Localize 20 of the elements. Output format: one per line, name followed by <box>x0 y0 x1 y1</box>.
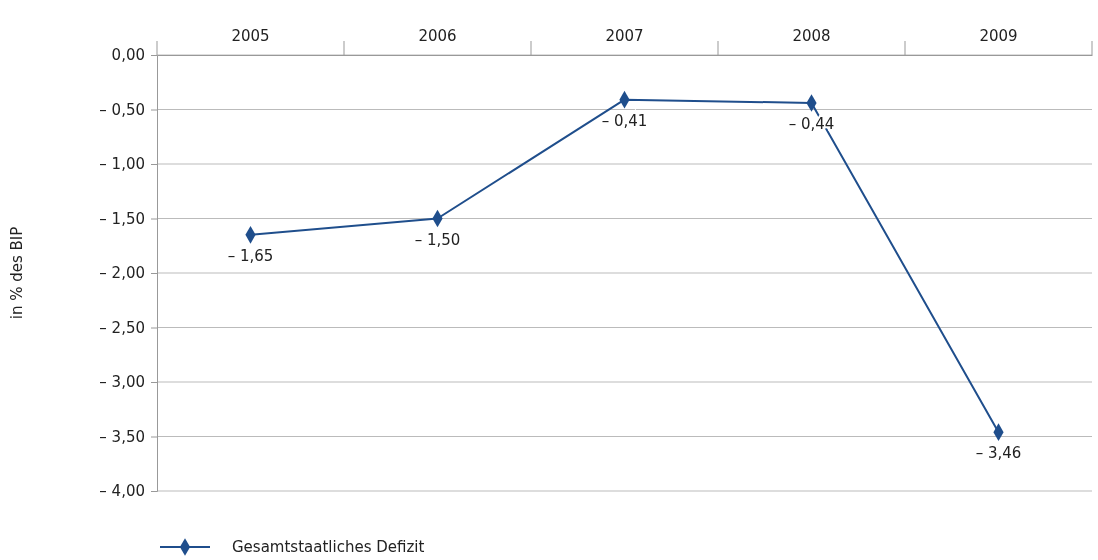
x-tick-label: 2007 <box>605 27 644 45</box>
y-tick-label: – 2,50 <box>99 318 145 337</box>
y-tick-label: – 3,00 <box>99 373 145 392</box>
x-tick-label: 2005 <box>231 27 270 45</box>
data-label: – 3,46 <box>975 444 1022 463</box>
x-tick-label: 2006 <box>418 27 457 45</box>
y-tick-label: – 2,00 <box>99 264 145 283</box>
x-tick-label: 2008 <box>792 27 831 45</box>
y-tick-label: – 0,50 <box>99 100 145 119</box>
y-tick-label: 0,00 <box>111 46 145 65</box>
y-tick-label: – 1,50 <box>99 209 145 228</box>
y-axis-title: in % des BIP <box>8 226 26 320</box>
x-tick-label: 2009 <box>979 27 1018 45</box>
data-label: – 0,41 <box>601 111 648 130</box>
data-label: – 1,65 <box>227 246 274 265</box>
legend-label: Gesamtstaatliches Defizit <box>232 538 425 556</box>
y-tick-label: – 3,50 <box>99 427 145 446</box>
y-tick-label: – 1,00 <box>99 155 145 174</box>
y-tick-label: – 4,00 <box>99 482 145 501</box>
data-label: – 1,50 <box>414 230 461 249</box>
